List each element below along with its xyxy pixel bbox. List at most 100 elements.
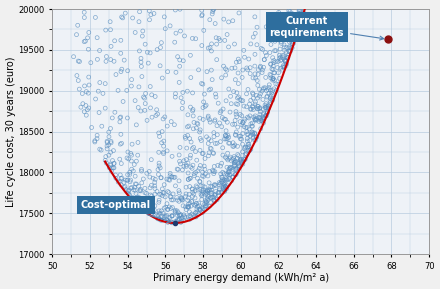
Point <box>219 179 226 184</box>
Point <box>151 186 158 191</box>
Point <box>284 12 291 16</box>
Point <box>281 45 288 49</box>
Point <box>283 20 290 25</box>
Point <box>202 192 209 197</box>
Point <box>250 96 257 100</box>
Point <box>148 92 155 97</box>
Point <box>135 195 142 199</box>
Point <box>196 116 203 121</box>
Point <box>137 109 144 113</box>
Point <box>257 115 264 120</box>
Point <box>256 115 263 120</box>
Point <box>140 95 147 99</box>
Point <box>282 58 289 63</box>
Point <box>283 58 290 63</box>
Point <box>110 161 117 166</box>
Point <box>254 104 261 109</box>
Point <box>161 214 169 218</box>
Point <box>128 159 135 163</box>
Point <box>196 187 203 192</box>
Point <box>128 142 136 147</box>
Point <box>175 210 182 215</box>
Point <box>178 95 185 100</box>
Point <box>154 167 161 172</box>
Point <box>164 207 171 212</box>
Point <box>267 100 274 105</box>
Point <box>209 12 216 16</box>
Point <box>222 155 229 160</box>
Point <box>138 206 145 210</box>
Point <box>206 169 213 174</box>
Point <box>287 29 294 33</box>
Point <box>233 90 240 95</box>
Point <box>145 211 152 216</box>
Point <box>285 8 292 13</box>
Point <box>282 64 290 68</box>
Point <box>210 130 217 135</box>
Point <box>212 92 219 97</box>
Point <box>183 185 190 190</box>
Point <box>174 213 181 218</box>
Point <box>249 132 256 137</box>
Point <box>172 95 179 99</box>
Point <box>289 41 296 46</box>
Point <box>260 107 267 111</box>
Point <box>276 53 283 58</box>
Point <box>152 212 159 216</box>
Point <box>255 67 262 72</box>
Point <box>293 21 300 26</box>
Point <box>268 42 275 47</box>
Point <box>98 148 105 152</box>
Point <box>178 219 185 224</box>
Point <box>206 204 213 209</box>
Point <box>218 179 225 184</box>
Point <box>121 185 128 190</box>
Point <box>157 212 164 216</box>
Point <box>188 212 195 216</box>
Point <box>249 76 257 80</box>
Point <box>284 55 291 60</box>
Point <box>125 150 132 154</box>
Point <box>146 17 153 22</box>
Point <box>254 83 261 88</box>
Point <box>189 190 196 194</box>
Point <box>231 161 238 165</box>
Point <box>117 179 124 184</box>
Point <box>142 101 149 106</box>
Point <box>200 151 207 156</box>
Point <box>147 84 154 89</box>
Point <box>235 153 242 158</box>
Point <box>198 14 205 18</box>
Point <box>176 80 183 85</box>
Point <box>221 137 228 141</box>
Point <box>148 194 155 198</box>
Point <box>166 173 173 178</box>
Point <box>208 191 215 196</box>
Point <box>198 138 205 143</box>
Point <box>88 125 95 130</box>
Point <box>268 98 275 102</box>
Point <box>245 57 252 61</box>
Point <box>165 177 172 182</box>
Point <box>260 115 267 120</box>
Point <box>279 68 286 73</box>
Point <box>260 65 267 70</box>
Point <box>168 214 175 218</box>
Point <box>190 127 197 131</box>
Point <box>271 39 279 44</box>
Point <box>283 45 290 50</box>
Point <box>84 36 91 40</box>
Point <box>173 195 180 200</box>
Point <box>220 184 227 189</box>
Point <box>173 219 180 224</box>
Point <box>203 69 210 74</box>
Point <box>205 136 212 141</box>
Point <box>259 47 266 52</box>
Point <box>110 148 117 153</box>
Point <box>191 214 198 219</box>
Point <box>144 50 151 55</box>
Point <box>253 135 260 140</box>
Point <box>164 149 171 153</box>
Point <box>226 169 233 174</box>
Point <box>257 109 264 114</box>
